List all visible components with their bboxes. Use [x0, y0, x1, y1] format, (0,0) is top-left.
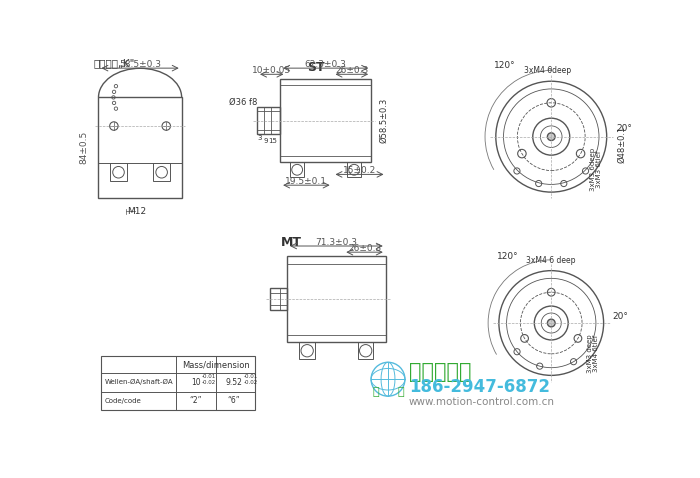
Circle shape — [547, 133, 555, 141]
Text: 禾: 禾 — [372, 387, 379, 397]
Text: 3xM4 6tief: 3xM4 6tief — [593, 335, 599, 372]
Text: 西安德伍拓: 西安德伍拓 — [409, 361, 471, 381]
Text: M12: M12 — [127, 207, 146, 216]
Bar — [110, 163, 127, 182]
Text: Ø58.5±0.3: Ø58.5±0.3 — [379, 98, 388, 143]
Bar — [270, 288, 287, 310]
Text: “2”: “2” — [190, 396, 202, 405]
Bar — [347, 162, 361, 177]
Text: 20°: 20° — [613, 312, 629, 321]
Text: -0.01
-0.02: -0.01 -0.02 — [243, 374, 258, 385]
Text: 3xM3 6deep: 3xM3 6deep — [590, 147, 596, 191]
Text: 10±0.05: 10±0.05 — [252, 66, 291, 75]
Bar — [287, 256, 386, 342]
Text: 3xM3 6tief: 3xM3 6tief — [596, 150, 602, 188]
Text: 9: 9 — [263, 138, 268, 144]
Bar — [280, 79, 371, 162]
Text: 15: 15 — [268, 138, 277, 144]
Text: MT: MT — [281, 236, 302, 249]
Bar — [101, 356, 255, 410]
Text: “6”: “6” — [228, 396, 240, 405]
Text: Ø48±0.1: Ø48±0.1 — [617, 126, 626, 163]
Text: 58.5±0.3: 58.5±0.3 — [119, 60, 161, 69]
Text: -0.01
-0.02: -0.01 -0.02 — [202, 374, 216, 385]
Bar — [300, 342, 315, 359]
Text: 10: 10 — [191, 378, 201, 387]
Text: Wellen-ØA/shaft-ØA: Wellen-ØA/shaft-ØA — [104, 379, 174, 385]
Text: Ø36 f8: Ø36 f8 — [229, 98, 258, 107]
Bar — [257, 108, 280, 133]
Text: 3xM4 6 deep: 3xM4 6 deep — [526, 256, 576, 265]
Bar — [153, 163, 170, 182]
Text: 71.3±0.3: 71.3±0.3 — [316, 238, 358, 247]
Text: 26±0.3: 26±0.3 — [348, 244, 381, 253]
Bar — [99, 98, 181, 197]
Text: 84±0.5: 84±0.5 — [79, 131, 88, 164]
Text: 3xM4 6deep: 3xM4 6deep — [524, 66, 571, 75]
Text: 120°: 120° — [497, 252, 519, 261]
Text: 夹紧法兰„K": 夹紧法兰„K" — [93, 58, 134, 68]
Text: 3: 3 — [257, 135, 262, 141]
Text: ST: ST — [307, 61, 326, 74]
Text: 26±0.3: 26±0.3 — [335, 66, 368, 75]
Bar — [358, 342, 373, 359]
Text: 20°: 20° — [616, 124, 632, 133]
Text: Mass/dimension: Mass/dimension — [182, 360, 249, 369]
Text: 120°: 120° — [494, 61, 516, 70]
Text: www.motion-control.com.cn: www.motion-control.com.cn — [409, 397, 555, 407]
Text: Code/code: Code/code — [104, 398, 141, 404]
Text: 62.3±0.3: 62.3±0.3 — [304, 60, 346, 69]
Text: 9.52: 9.52 — [225, 378, 242, 387]
Circle shape — [547, 319, 555, 327]
Bar — [290, 162, 304, 177]
Text: 3xM3 deep: 3xM3 deep — [587, 335, 593, 373]
Text: 19.5±0.1: 19.5±0.1 — [286, 177, 328, 186]
Text: 象: 象 — [397, 387, 404, 397]
Text: 186-2947-6872: 186-2947-6872 — [409, 378, 550, 396]
Text: 15±0.2: 15±0.2 — [343, 166, 376, 175]
